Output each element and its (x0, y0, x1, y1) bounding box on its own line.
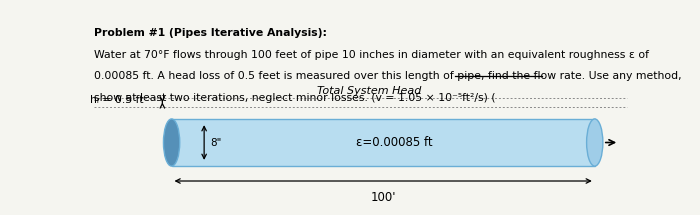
Text: Water at 70°F flows through 100 feet of pipe 10 inches in diameter with an equiv: Water at 70°F flows through 100 feet of … (94, 50, 649, 60)
Text: hₗ = 0.5 ft: hₗ = 0.5 ft (90, 95, 144, 105)
Ellipse shape (164, 119, 180, 166)
Text: ε=0.00085 ft: ε=0.00085 ft (356, 136, 433, 149)
Text: show at least two iterations, neglect minor losses. (v = 1.05 × 10⁻⁵ft²/s) (: show at least two iterations, neglect mi… (94, 93, 496, 103)
Text: Problem #1 (Pipes Iterative Analysis):: Problem #1 (Pipes Iterative Analysis): (94, 28, 327, 38)
Text: 100': 100' (370, 191, 396, 204)
Text: 0.00085 ft. A head loss of 0.5 feet is measured over this length of pipe, find t: 0.00085 ft. A head loss of 0.5 feet is m… (94, 71, 682, 81)
FancyBboxPatch shape (172, 119, 595, 166)
Text: Total System Head: Total System Head (317, 86, 422, 96)
Ellipse shape (587, 119, 603, 166)
Text: 8": 8" (211, 138, 222, 147)
